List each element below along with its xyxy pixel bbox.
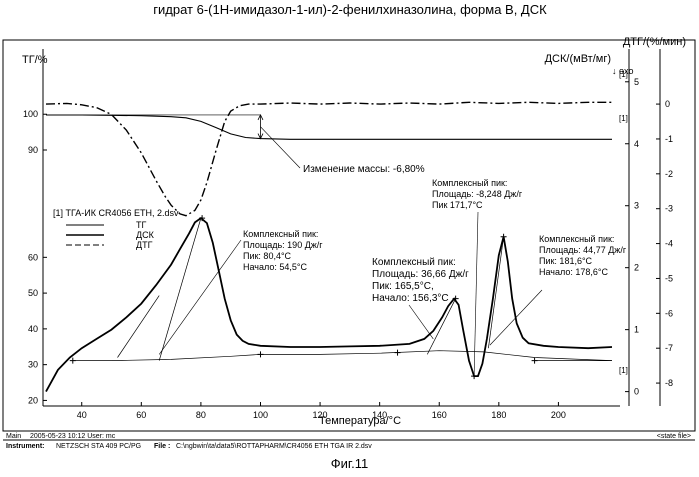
annotation-leader [159,240,241,354]
left-tick-label: 60 [28,252,38,262]
x-tick-label: 120 [313,410,328,420]
left-tick-label: 30 [28,360,38,370]
footer-instrument-label: Instrument: [6,443,45,450]
dsc-axis-label: ДСК/(мВт/мг) [545,53,611,65]
dtg-tick-label: -1 [665,134,673,144]
footer-file-value: C:\ngbwin\ta\data5\ROTTAPHARM\CR4056 ETH… [176,443,372,450]
series-line-tg [46,115,612,139]
figure-caption: Фиг.11 [0,456,699,471]
annotation-3-line-2: Площадь: -8,248 Дж/г [432,189,523,199]
dtg-tick-label: -4 [665,239,673,249]
x-axis-label: Температура/°C [319,415,401,427]
legend-label-dtg: ДТГ [136,240,153,250]
footer: Main 2005-05-23 10:12 User: mc <state fi… [6,433,691,450]
dsc-tick-label: 4 [634,139,639,149]
annotation-1-line-1: Комплексный пик: [243,229,318,239]
dtg-tick-label: 0 [665,99,670,109]
annotation-2-line-4: Начало: 156,3°C [372,293,449,304]
x-tick-label: 100 [253,410,268,420]
legend-title: [1] ТГА-ИК CR4056 ETH, 2.dsv [53,208,179,218]
dtg-tick-label: -6 [665,308,673,318]
x-tick-label: 40 [77,410,87,420]
footer-instrument-value: NETZSCH STA 409 PC/PG [56,443,141,450]
x-tick-label: 80 [196,410,206,420]
annotation-4-line-2: Площадь: 44,77 Дж/г [539,245,627,255]
annotation-peak-3: Комплексный пик: Площадь: -8,248 Дж/г Пи… [432,178,523,210]
annotation-leader [409,305,433,339]
annotation-peak-4: Комплексный пик: Площадь: 44,77 Дж/г Пик… [539,234,627,277]
annotation-4-line-4: Начало: 178,6°C [539,267,608,277]
dsc-tick-label: 5 [634,77,639,87]
footer-state-file: <state file> [657,433,691,440]
dtg-axis-label: ДТГ/(%/мин) [623,36,686,48]
x-tick-label: 160 [432,410,447,420]
annotation-3-line-3: Пик 171,7°C [432,200,483,210]
chart-title: гидрат 6-(1Н-имидазол-1-ил)-2-фенилхиназ… [153,2,547,17]
series-line-dtg [46,102,612,215]
x-tick-label: 200 [551,410,566,420]
dsc-marker [70,358,76,364]
left-axis-label: ТГ/% [22,54,48,66]
dtg-tick-label: -3 [665,204,673,214]
mass-change-label: Изменение массы: -6,80% [303,164,425,175]
annotation-4-line-3: Пик: 181,6°C [539,256,593,266]
annotation-leader [490,290,542,345]
annotation-peak-1: Комплексный пик: Площадь: 190 Дж/г Пик: … [243,229,323,272]
annotation-1-line-4: Начало: 54,5°C [243,262,307,272]
annotation-1-line-3: Пик: 80,4°C [243,251,292,261]
dsc-tangent-line [427,299,455,355]
annotation-2-line-2: Площадь: 36,66 Дж/г [372,269,469,280]
dtg-tick-label: -2 [665,169,673,179]
x-tick-label: 60 [136,410,146,420]
left-tick-label: 100 [23,109,38,119]
curve-tag-dsc: [1] [619,366,628,375]
left-tick-label: 20 [28,395,38,405]
dsc-tick-label: 0 [634,387,639,397]
annotation-1-line-2: Площадь: 190 Дж/г [243,240,323,250]
footer-main-info: 2005-05-23 10:12 User: mc [30,433,116,440]
dtg-tick-label: -7 [665,343,673,353]
series-line-dsc [46,218,612,392]
dsc-tangent-line [118,296,160,358]
legend-label-dsc: ДСК [136,230,155,240]
dsc-marker [257,351,263,357]
dsc-tangent-line [159,218,201,361]
annotation-2-line-3: Пик: 165,5°C, [372,281,434,292]
dsc-marker [532,358,538,364]
dsc-marker [501,234,507,240]
annotation-peak-2: Комплексный пик: Площадь: 36,66 Дж/г Пик… [372,257,469,304]
x-tick-label: 180 [491,410,506,420]
dsc-baseline [73,351,612,361]
left-tick-label: 90 [28,145,38,155]
x-tick-label: 140 [372,410,387,420]
footer-main-label: Main [6,433,21,440]
left-tick-label: 40 [28,324,38,334]
dsc-tick-label: 2 [634,263,639,273]
dsc-tangent-line [488,237,503,349]
dtg-tick-label: -8 [665,378,673,388]
annotation-3-line-1: Комплексный пик: [432,178,507,188]
dtg-tick-label: -5 [665,273,673,283]
footer-file-label: File : [154,443,170,450]
left-tick-label: 50 [28,288,38,298]
annotation-4-line-1: Комплексный пик: [539,234,614,244]
dsc-tick-label: 3 [634,201,639,211]
dsc-marker [395,350,401,356]
legend: [1] ТГА-ИК CR4056 ETH, 2.dsv ТГ ДСК ДТГ [53,208,179,250]
annotation-2-line-1: Комплексный пик: [372,257,456,268]
curve-tag-dtg: [1] [619,70,628,79]
legend-label-tg: ТГ [136,220,146,230]
dsc-tick-label: 1 [634,325,639,335]
mass-change-leader [260,127,300,168]
curve-tag-tg: [1] [619,114,628,123]
